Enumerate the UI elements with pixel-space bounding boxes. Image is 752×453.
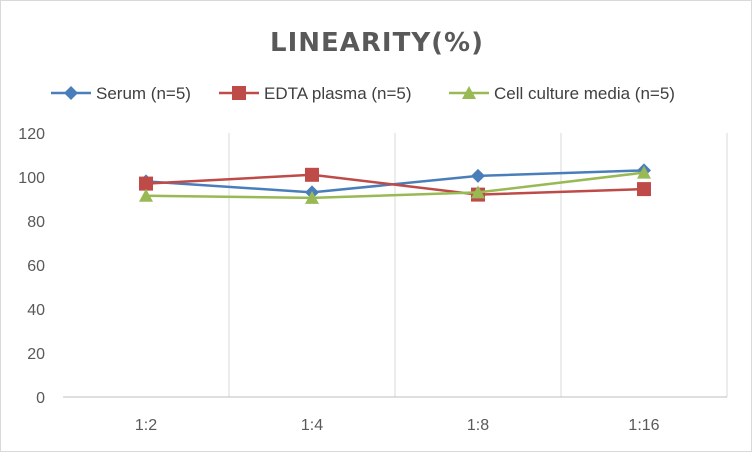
y-tick-label: 100 [18,170,45,187]
series-line [145,173,645,196]
data-point-square [139,176,153,191]
x-tick-label: 1:4 [301,417,323,434]
x-tick-label: 1:2 [135,417,157,434]
x-tick-label: 1:8 [467,417,489,434]
y-tick-label: 80 [27,214,45,231]
y-tick-label: 40 [27,302,45,319]
x-tick-label: 1:16 [628,417,659,434]
legend-label: EDTA plasma (n=5) [264,84,412,103]
legend-label: Cell culture media (n=5) [494,84,675,103]
legend-item: Cell culture media (n=5) [449,84,675,103]
data-point-triangle [462,86,476,99]
legend-label: Serum (n=5) [96,84,191,103]
data-point-square [232,86,246,100]
data-point-triangle [139,188,153,202]
series-line [145,171,645,200]
y-tick-label: 0 [36,390,45,407]
series-2 [139,165,651,204]
data-point-diamond [471,168,485,183]
y-tick-label: 20 [27,346,45,363]
legend-item: Serum (n=5) [51,84,191,103]
legend-item: EDTA plasma (n=5) [219,84,412,103]
y-tick-label: 60 [27,258,45,275]
data-point-square [637,182,651,197]
data-point-triangle [305,190,319,204]
y-tick-label: 120 [18,126,45,143]
data-point-diamond [64,86,78,100]
data-point-triangle [471,185,485,199]
data-point-triangle [637,165,651,179]
data-point-square [305,167,319,182]
chart-title: LINEARITY(%) [270,28,484,58]
